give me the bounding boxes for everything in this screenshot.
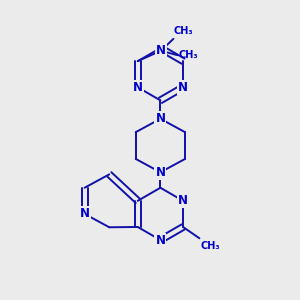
Text: N: N xyxy=(156,44,166,57)
Text: N: N xyxy=(178,194,188,207)
Text: N: N xyxy=(155,112,165,125)
Text: N: N xyxy=(155,234,165,247)
Text: N: N xyxy=(155,166,165,179)
Text: CH₃: CH₃ xyxy=(173,26,193,37)
Text: N: N xyxy=(178,81,188,94)
Text: N: N xyxy=(133,81,143,94)
Text: CH₃: CH₃ xyxy=(179,50,198,60)
Text: CH₃: CH₃ xyxy=(201,241,220,251)
Text: N: N xyxy=(80,207,90,220)
